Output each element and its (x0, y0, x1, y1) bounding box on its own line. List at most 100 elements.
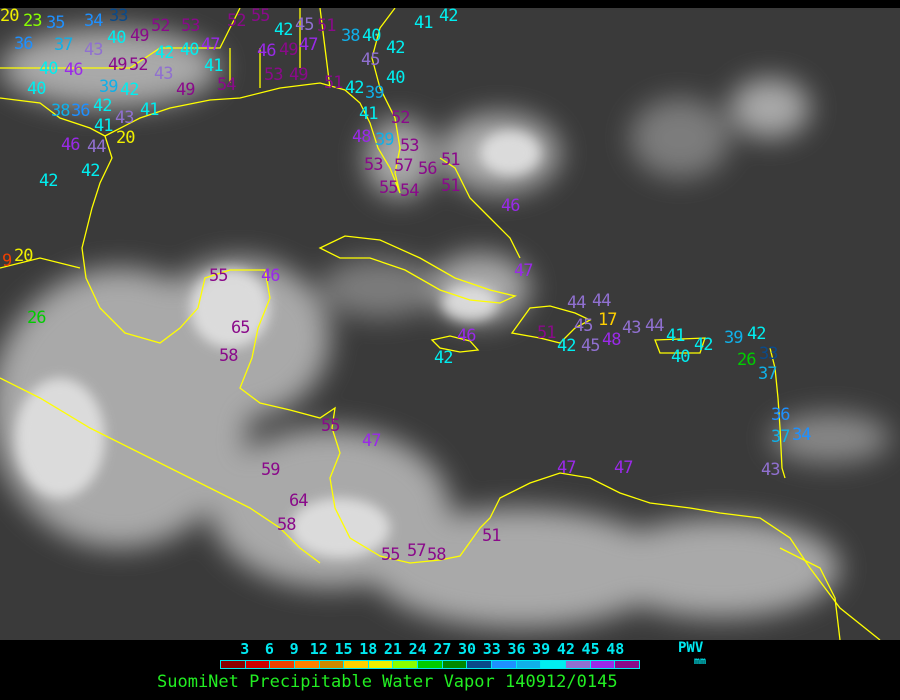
legend-tick: 39 (532, 640, 551, 658)
legend-swatch (319, 661, 345, 668)
station-pwv-value: 9 (2, 251, 12, 271)
legend-tick: 6 (264, 640, 274, 658)
station-pwv-value: 26 (27, 308, 47, 328)
station-pwv-value: 59 (261, 460, 281, 480)
station-pwv-value: 53 (364, 155, 384, 175)
legend-tick: 21 (383, 640, 402, 658)
station-pwv-value: 51 (441, 150, 461, 170)
station-pwv-value: 35 (46, 13, 66, 33)
station-pwv-value: 42 (155, 43, 175, 63)
station-pwv-value: 55 (381, 545, 401, 565)
satellite-background (0, 8, 890, 640)
station-pwv-value: 48 (602, 330, 622, 350)
station-pwv-value: 49 (108, 55, 128, 75)
station-pwv-value: 57 (407, 541, 427, 561)
legend-swatch (516, 661, 542, 668)
station-pwv-value: 40 (27, 79, 47, 99)
station-pwv-value: 41 (666, 326, 686, 346)
station-pwv-value: 43 (154, 64, 174, 84)
station-pwv-value: 42 (557, 336, 577, 356)
legend-swatch (541, 661, 566, 668)
station-pwv-value: 34 (792, 425, 812, 445)
station-pwv-value: 40 (386, 68, 406, 88)
station-pwv-value: 44 (592, 291, 612, 311)
station-pwv-value: 38 (341, 26, 361, 46)
station-labels: 20 23 35 34 33 36 37 40 49 52 53 52 55 42 45 51 38 40 42 41… (0, 8, 900, 640)
station-pwv-value: 23 (23, 11, 43, 31)
station-pwv-value: 38 (51, 101, 71, 121)
station-pwv-value: 47 (514, 261, 534, 281)
station-pwv-value: 49 (176, 80, 196, 100)
legend-tick: 24 (408, 640, 427, 658)
station-pwv-value: 33 (109, 8, 129, 26)
station-pwv-value: 52 (227, 11, 247, 31)
legend-tick: 42 (556, 640, 575, 658)
legend-unit-label: PWV (678, 640, 704, 656)
station-pwv-value: 65 (231, 318, 251, 338)
station-pwv-value: 51 (324, 73, 344, 93)
coastlines (0, 8, 881, 640)
station-pwv-value: 42 (81, 161, 101, 181)
station-pwv-value: 47 (201, 35, 221, 55)
station-pwv-value: 41 (140, 100, 160, 120)
station-pwv-value: 47 (614, 458, 634, 478)
legend-swatch (467, 661, 493, 668)
station-pwv-value: 44 (567, 293, 587, 313)
station-pwv-value: 58 (427, 545, 447, 565)
station-pwv-value: 40 (671, 347, 691, 367)
station-pwv-value: 37 (771, 427, 791, 447)
station-pwv-value: 53 (400, 136, 420, 156)
station-pwv-value: 52 (151, 16, 171, 36)
legend-tick: 48 (606, 640, 625, 658)
legend-tick: 3 (240, 640, 250, 658)
legend-swatch (442, 661, 468, 668)
legend-swatch (615, 661, 639, 668)
station-pwv-value: 20 (0, 8, 20, 26)
station-pwv-value: 47 (299, 35, 319, 55)
legend-swatch (270, 661, 295, 668)
station-pwv-value: 37 (758, 364, 778, 384)
legend-color-bar (220, 660, 640, 669)
station-pwv-value: 45 (574, 316, 594, 336)
station-pwv-value: 49 (279, 40, 299, 60)
station-pwv-value: 46 (61, 135, 81, 155)
station-pwv-value: 46 (501, 196, 521, 216)
station-pwv-value: 45 (295, 15, 315, 35)
station-pwv-value: 64 (289, 491, 309, 511)
station-pwv-value: 47 (362, 431, 382, 451)
station-pwv-value: 40 (107, 28, 127, 48)
station-pwv-value: 44 (87, 137, 107, 157)
station-pwv-value: 43 (622, 318, 642, 338)
station-pwv-value: 54 (217, 75, 237, 95)
legend-tick: 36 (507, 640, 526, 658)
station-pwv-value: 51 (317, 16, 337, 36)
station-pwv-value: 40 (180, 40, 200, 60)
station-pwv-value: 40 (39, 59, 59, 79)
station-pwv-value: 39 (375, 130, 395, 150)
station-pwv-value: 34 (84, 11, 104, 31)
station-pwv-value: 52 (391, 108, 411, 128)
station-pwv-value: 55 (251, 8, 271, 26)
station-pwv-value: 42 (747, 324, 767, 344)
station-pwv-value: 57 (394, 156, 414, 176)
station-pwv-value: 33 (759, 344, 779, 364)
legend-swatch (418, 661, 443, 668)
legend-swatch (344, 661, 369, 668)
station-pwv-value: 42 (386, 38, 406, 58)
station-pwv-value: 42 (274, 20, 294, 40)
station-pwv-value: 53 (181, 16, 201, 36)
station-pwv-value: 43 (761, 460, 781, 480)
station-pwv-value: 39 (99, 77, 119, 97)
station-pwv-value: 48 (352, 127, 372, 147)
station-pwv-value: 42 (39, 171, 59, 191)
station-pwv-value: 58 (277, 515, 297, 535)
station-pwv-value: 45 (361, 50, 381, 70)
legend-swatch (393, 661, 419, 668)
station-pwv-value: 42 (120, 80, 140, 100)
station-pwv-value: 46 (257, 41, 277, 61)
legend-swatch (245, 661, 271, 668)
station-pwv-value: 51 (482, 526, 502, 546)
legend-tick: 12 (309, 640, 328, 658)
station-pwv-value: 54 (400, 181, 420, 201)
station-pwv-value: 37 (54, 35, 74, 55)
